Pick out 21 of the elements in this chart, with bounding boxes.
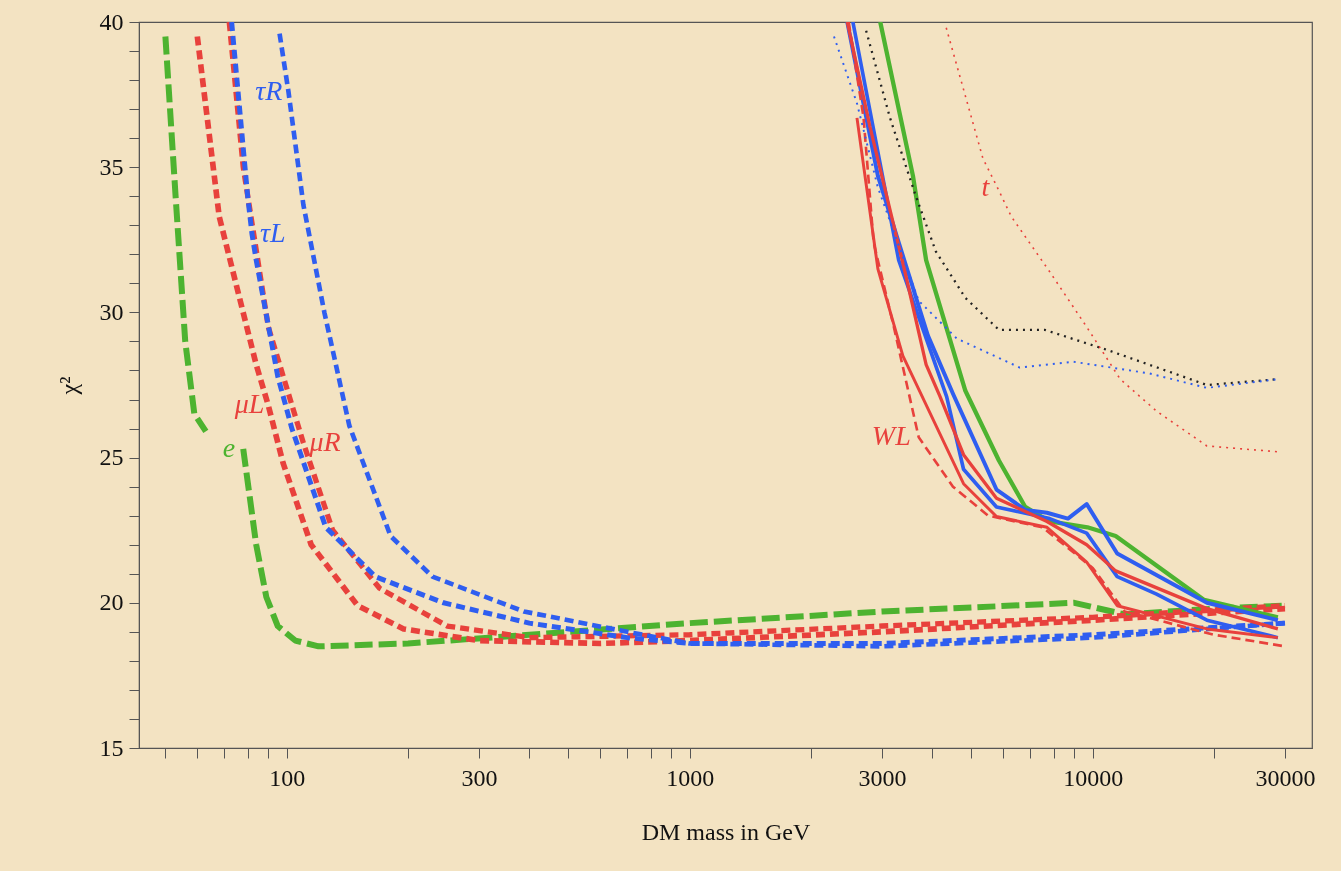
annotation: μR	[308, 426, 341, 458]
x-tick-label: 10000	[1063, 764, 1124, 791]
x-tick-label: 30000	[1255, 764, 1316, 791]
x-tick-label: 1000	[666, 764, 715, 791]
annotation: e	[222, 431, 236, 463]
y-tick-label: 40	[99, 8, 124, 35]
y-tick-label: 25	[99, 444, 124, 471]
y-tick-label: 15	[99, 734, 124, 761]
y-axis-title: χ²	[55, 376, 82, 396]
annotation: τR	[255, 74, 283, 106]
x-tick-label: 3000	[858, 764, 907, 791]
y-tick-label: 20	[99, 589, 124, 616]
annotation: t	[981, 170, 991, 202]
x-tick-label: 300	[461, 764, 498, 791]
y-tick-label: 35	[99, 153, 124, 180]
y-tick-label: 30	[99, 298, 124, 325]
annotation: τL	[259, 216, 286, 248]
annotation: WL	[871, 420, 911, 452]
annotation: μL	[233, 388, 265, 420]
x-tick-label: 100	[269, 764, 306, 791]
x-axis-title: DM mass in GeV	[641, 818, 811, 845]
